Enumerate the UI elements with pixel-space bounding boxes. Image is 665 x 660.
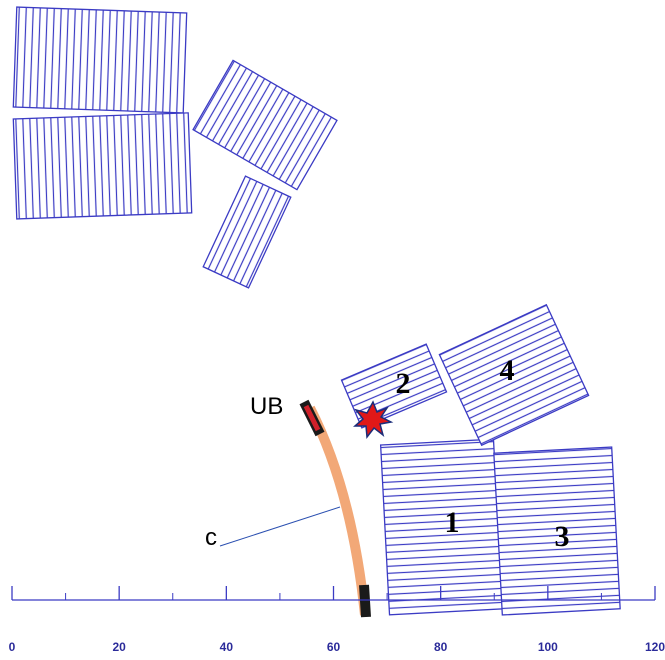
label: UB [250,393,283,420]
coil-upper [13,7,337,288]
block-label: 4 [500,354,515,387]
label: c [205,524,217,551]
conductor [310,408,365,615]
conductor-end [364,585,366,617]
tick-label: 20 [112,640,126,654]
block-label: 1 [445,506,460,539]
tick-label: 40 [220,640,234,654]
tick-label: 100 [538,640,558,654]
diagram: 1 2 3 4 c UB 0 20 40 60 80 100 120 [0,0,665,660]
tick-label: 80 [434,640,448,654]
coil-lower [341,305,620,615]
tick-label: 0 [9,640,16,654]
tick-label: 120 [645,640,665,654]
tick-label: 60 [327,640,341,654]
block-label: 3 [555,520,570,553]
leader-line [220,507,340,546]
block-label: 2 [396,367,411,400]
